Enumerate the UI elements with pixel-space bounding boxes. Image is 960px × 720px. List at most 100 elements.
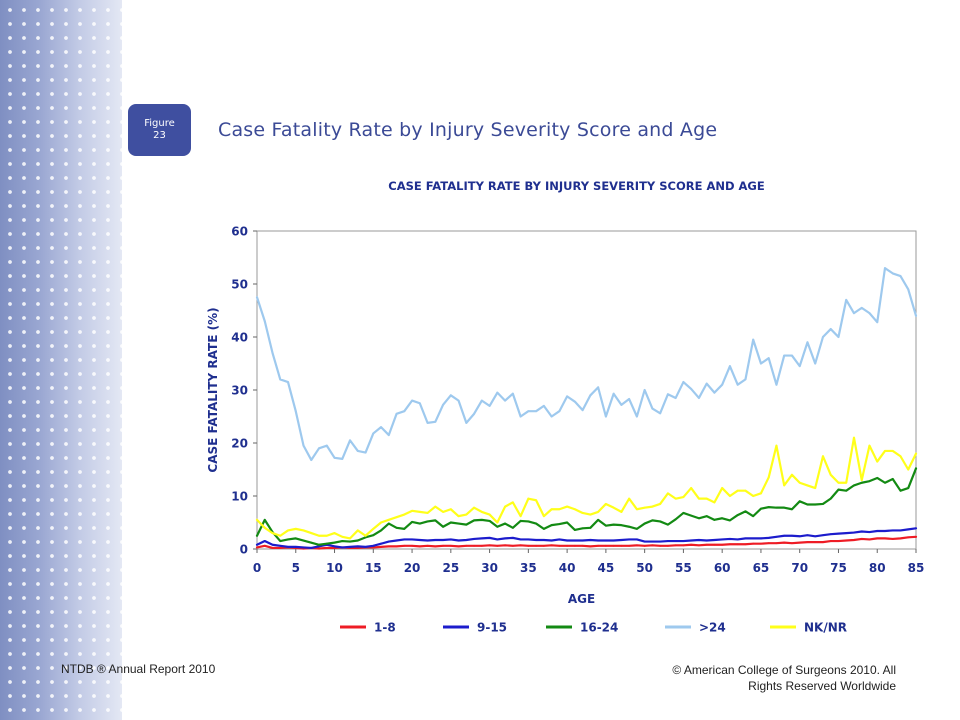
data-point (426, 421, 429, 424)
data-point (845, 532, 848, 534)
data-point (325, 444, 328, 447)
data-point (713, 518, 716, 521)
data-point (271, 543, 274, 546)
data-point (837, 540, 840, 542)
data-point (837, 488, 840, 491)
data-point (783, 506, 786, 509)
data-point (418, 402, 421, 405)
x-tick-label: 40 (559, 561, 576, 575)
data-point (860, 530, 863, 533)
series-line-2 (255, 527, 918, 550)
y-tick-label: 60 (231, 225, 248, 239)
x-tick-label: 55 (675, 561, 692, 575)
data-point (411, 509, 413, 512)
data-point (713, 501, 716, 504)
data-point (853, 312, 855, 315)
data-point (504, 537, 506, 540)
data-point (411, 538, 413, 541)
data-point (814, 362, 817, 365)
data-point (899, 489, 902, 492)
data-point (775, 506, 778, 509)
data-point (426, 520, 429, 523)
data-point (853, 539, 855, 541)
data-point (891, 272, 894, 275)
data-point (263, 526, 266, 529)
data-point (558, 544, 561, 547)
data-point (294, 545, 297, 548)
data-point (256, 534, 258, 537)
data-point (806, 341, 809, 344)
data-point (558, 410, 561, 413)
data-point (465, 539, 468, 541)
y-tick-label: 50 (231, 278, 248, 292)
data-point (496, 525, 499, 528)
data-point (263, 544, 266, 547)
data-point (325, 542, 328, 545)
data-point (907, 536, 910, 539)
data-point (721, 383, 724, 386)
data-point (822, 534, 824, 537)
data-point (643, 506, 646, 509)
data-point (798, 541, 801, 544)
data-point (542, 405, 545, 407)
data-point (434, 420, 437, 423)
data-point (302, 444, 305, 447)
data-point (791, 473, 793, 476)
data-point (279, 540, 282, 542)
data-point (860, 481, 863, 484)
data-point (387, 522, 390, 525)
data-point (884, 530, 886, 532)
data-point (542, 527, 545, 530)
data-point (651, 540, 654, 543)
data-point (635, 538, 638, 541)
data-point (395, 545, 398, 548)
data-point (682, 512, 685, 514)
data-point (915, 527, 917, 530)
data-point (558, 508, 561, 511)
y-tick-label: 40 (231, 331, 248, 345)
data-point (263, 518, 266, 521)
data-point (589, 539, 592, 541)
data-point (380, 542, 382, 545)
data-point (876, 460, 879, 463)
data-point (705, 497, 708, 500)
data-point (473, 506, 475, 509)
data-point (736, 538, 739, 541)
data-point (473, 544, 475, 547)
data-point (907, 288, 910, 291)
data-point (775, 542, 778, 545)
data-point (511, 501, 514, 504)
data-point (635, 508, 638, 511)
data-point (356, 545, 359, 548)
data-point (418, 511, 421, 513)
data-point (434, 545, 437, 548)
data-point (566, 521, 569, 524)
data-point (760, 362, 762, 365)
x-tick-label: 25 (442, 561, 459, 575)
data-point (783, 354, 786, 357)
data-point (403, 544, 406, 547)
data-point (721, 517, 724, 520)
data-point (550, 524, 553, 527)
data-point (395, 539, 398, 542)
data-point (674, 497, 677, 500)
data-point (550, 415, 553, 418)
data-point (736, 514, 739, 516)
data-point (698, 497, 700, 500)
data-point (659, 503, 662, 505)
data-point (674, 518, 677, 521)
data-point (752, 338, 755, 341)
data-point (884, 267, 886, 269)
data-point (736, 543, 739, 546)
data-point (480, 399, 483, 402)
data-point (372, 527, 375, 530)
data-point (395, 526, 398, 529)
data-point (488, 513, 491, 516)
data-point (426, 512, 429, 514)
data-point (604, 524, 607, 527)
data-point (302, 539, 305, 542)
data-point (457, 522, 460, 525)
data-point (519, 520, 522, 522)
data-point (333, 541, 336, 544)
figure-badge: Figure 23 (128, 104, 191, 156)
